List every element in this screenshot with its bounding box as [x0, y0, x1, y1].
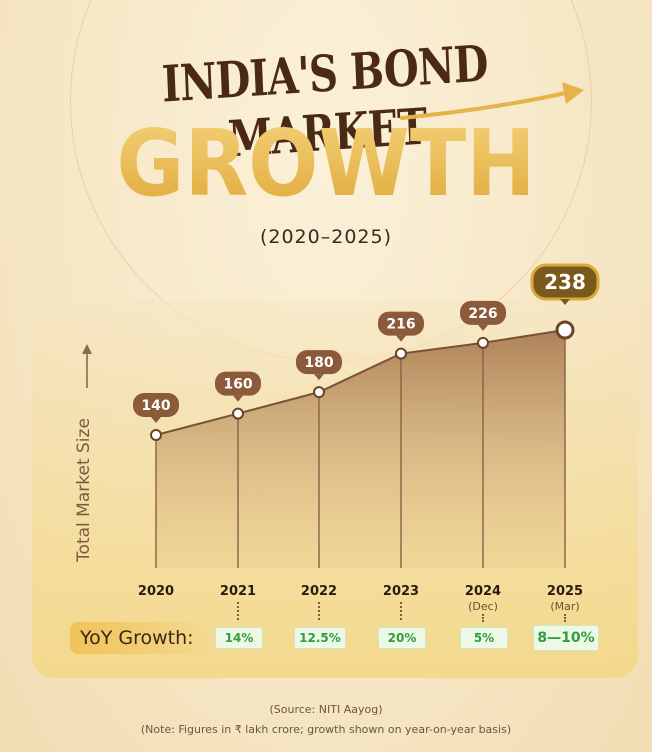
- note-text: (Note: Figures in ₹ lakh crore; growth s…: [140, 723, 512, 736]
- data-label-2025: 238: [530, 263, 600, 305]
- data-label-text: 238: [544, 270, 586, 294]
- yoy-badge-2024: 5%: [460, 627, 508, 649]
- data-label-text: 140: [141, 398, 170, 414]
- yoy-connector: [318, 602, 320, 620]
- data-label-2024: 226: [460, 300, 506, 331]
- x-tick-2023: 2023: [382, 584, 420, 599]
- data-label-2023: 216: [378, 311, 424, 342]
- yoy-badge-2022: 12.5%: [294, 627, 346, 649]
- yoy-connector: [400, 602, 402, 620]
- yoy-badge-2025: 8—10%: [533, 625, 599, 651]
- source-text: (Source: NITI Aayog): [269, 703, 383, 716]
- data-point-2020: [150, 429, 162, 441]
- data-point-2021: [232, 407, 244, 420]
- yoy-badge-2023: 20%: [378, 627, 426, 649]
- x-tick-note-2025: (Mar): [550, 600, 580, 613]
- data-point-2025: [555, 320, 575, 340]
- data-point-2023: [395, 347, 407, 360]
- series-line: [155, 329, 566, 436]
- yoy-growth-label: YoY Growth:: [70, 622, 204, 654]
- title-line-2: GROWTH: [33, 110, 620, 217]
- data-label-text: 226: [468, 306, 497, 322]
- x-tick-2025: 2025: [546, 584, 584, 599]
- data-label-text: 160: [223, 377, 252, 393]
- area-fill: [156, 330, 565, 568]
- yoy-connector: [564, 614, 566, 622]
- data-label-2020: 140: [133, 393, 179, 423]
- data-label-text: 180: [304, 355, 333, 371]
- data-label-2022: 180: [296, 350, 342, 381]
- data-point-2022: [313, 386, 325, 399]
- data-label-text: 216: [386, 317, 415, 333]
- chart-subtitle: (2020–2025): [259, 226, 393, 248]
- yoy-badge-2021: 14%: [215, 627, 263, 649]
- x-tick-2024: 2024: [464, 584, 502, 599]
- yoy-connector: [237, 602, 239, 620]
- x-tick-note-2024: (Dec): [468, 600, 498, 613]
- data-label-2021: 160: [215, 371, 261, 402]
- x-tick-2022: 2022: [300, 584, 338, 599]
- x-tick-2020: 2020: [137, 584, 175, 599]
- data-point-2024: [477, 336, 489, 349]
- x-tick-2021: 2021: [219, 584, 257, 599]
- yoy-connector: [482, 614, 484, 622]
